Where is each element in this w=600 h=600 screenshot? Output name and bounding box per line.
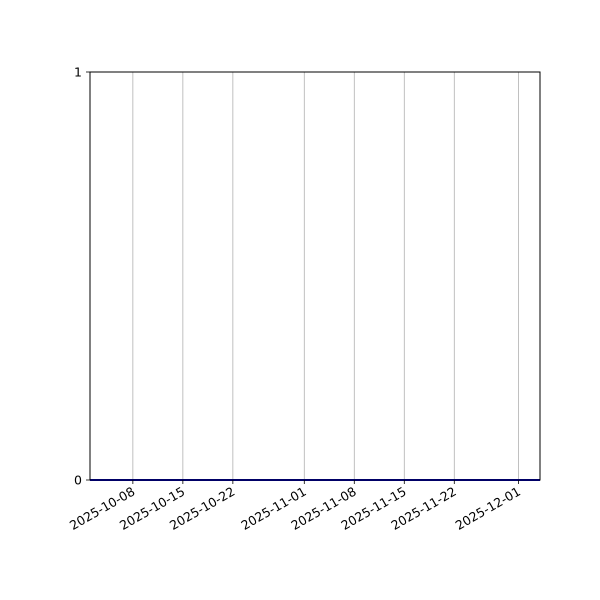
y-tick-label: 1 [74,65,82,80]
plot-frame [89,71,541,481]
y-axis: 01 [74,65,90,488]
grid [132,72,519,480]
y-tick-label: 0 [74,473,82,488]
